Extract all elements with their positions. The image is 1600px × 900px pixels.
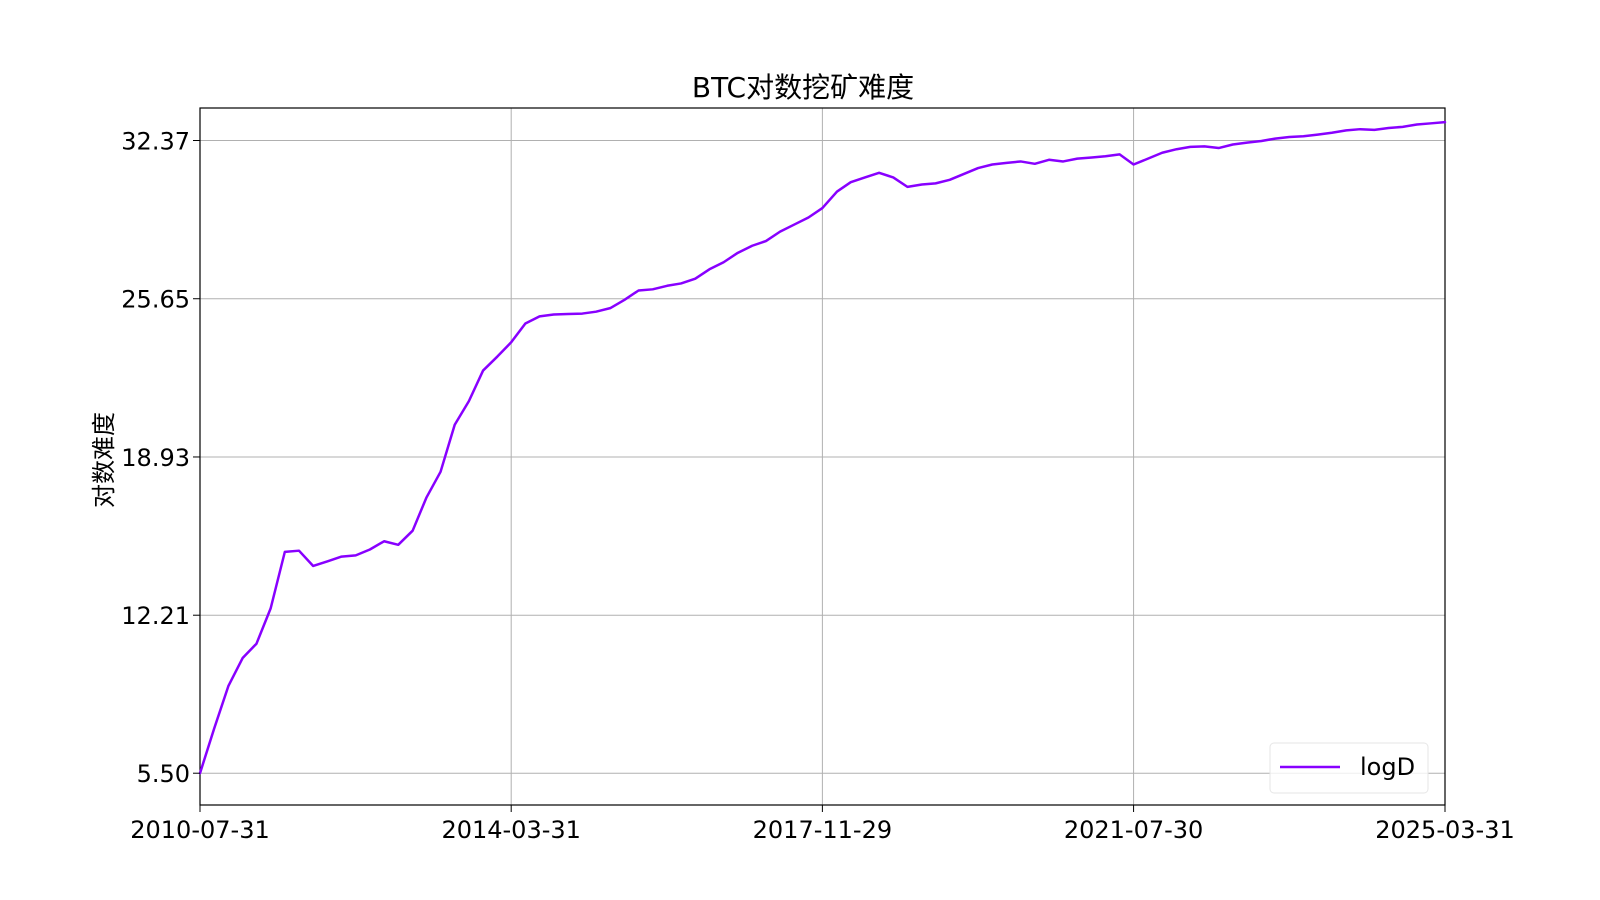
y-tick-label: 25.65 [121, 286, 190, 314]
y-tick-label: 18.93 [121, 444, 190, 472]
x-tick-label: 2014-03-31 [441, 816, 580, 844]
grid-lines [199, 108, 1446, 805]
y-tick-label: 5.50 [137, 760, 190, 788]
x-axis: 2010-07-31 2014-03-31 2017-11-29 2021-07-30… [130, 805, 1515, 844]
y-tick-label: 32.37 [121, 127, 190, 155]
x-tick-label: 2010-07-31 [130, 816, 269, 844]
x-tick-label: 2025-03-31 [1375, 816, 1514, 844]
series-line-logD [198, 120, 1447, 775]
y-axis: 5.50 12.21 18.93 25.65 32.37 [121, 127, 200, 788]
legend-label: logD [1360, 753, 1415, 781]
legend: logD [1269, 742, 1429, 794]
x-tick-label: 2021-07-30 [1064, 816, 1203, 844]
y-axis-label: 对数难度 [90, 412, 118, 508]
y-tick-label: 12.21 [121, 602, 190, 630]
chart-title: BTC对数挖矿难度 [692, 71, 914, 104]
x-tick-label: 2017-11-29 [753, 816, 892, 844]
legend-box [1269, 742, 1429, 794]
